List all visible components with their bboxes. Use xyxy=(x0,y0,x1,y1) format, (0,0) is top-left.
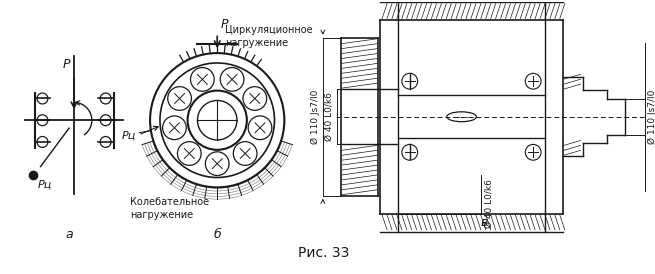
Text: б: б xyxy=(214,228,221,241)
Text: Рис. 33: Рис. 33 xyxy=(297,246,349,260)
Text: P: P xyxy=(220,18,228,31)
Text: Ø 40 L0/k6: Ø 40 L0/k6 xyxy=(484,179,493,228)
Text: Pц: Pц xyxy=(122,130,136,140)
Text: Колебательное
нагружение: Колебательное нагружение xyxy=(130,197,210,220)
Text: Циркуляционное
нагружение: Циркуляционное нагружение xyxy=(225,25,312,48)
Text: Ø 110 Js7/l0: Ø 110 Js7/l0 xyxy=(648,90,655,144)
Text: P: P xyxy=(62,58,70,71)
Text: Ø 110 Js7/l0: Ø 110 Js7/l0 xyxy=(310,90,320,144)
Text: а: а xyxy=(66,228,73,241)
Text: в: в xyxy=(480,216,487,229)
Text: Pц: Pц xyxy=(37,179,52,189)
Text: Ø 40 L0/k6: Ø 40 L0/k6 xyxy=(325,92,334,141)
